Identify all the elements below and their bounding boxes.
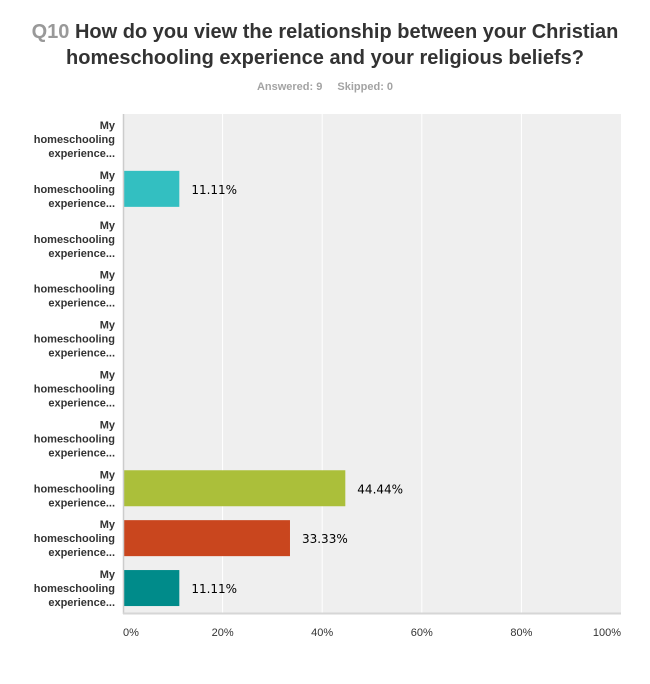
category-label-line: homeschooling — [34, 533, 115, 545]
category-label-line: My — [100, 469, 116, 481]
category-label: My homeschooling experience... — [34, 270, 116, 310]
bar — [124, 520, 290, 557]
category-label: My homeschooling experience... — [34, 320, 116, 360]
category-label: My homeschooling experience... — [34, 369, 116, 409]
category-label-line: experience... — [48, 447, 115, 459]
category-label: My homeschooling experience... — [34, 519, 116, 559]
category-label-line: My — [100, 419, 116, 431]
category-label-line: experience... — [48, 198, 115, 210]
category-label-line: My — [100, 170, 116, 182]
category-label: My homeschooling experience... — [34, 170, 116, 210]
chart-title: Q10 How do you view the relationship bet… — [0, 19, 650, 71]
bar — [124, 570, 180, 607]
value-label: 44.44% — [357, 482, 403, 496]
category-label-line: homeschooling — [34, 383, 115, 395]
x-tick-label: 20% — [212, 627, 234, 639]
category-label-line: My — [100, 320, 116, 332]
category-label-line: experience... — [48, 497, 115, 509]
category-label-line: homeschooling — [34, 334, 115, 346]
bar — [124, 470, 346, 507]
answered-count: Answered: 9 — [256, 81, 323, 93]
category-label-line: experience... — [48, 397, 115, 409]
category-label: My homeschooling experience... — [34, 120, 116, 160]
category-label-line: experience... — [48, 248, 115, 260]
category-label-line: experience... — [48, 348, 115, 360]
x-tick-label: 80% — [510, 627, 532, 639]
category-label-line: My — [100, 220, 116, 232]
category-label-line: homeschooling — [34, 483, 115, 495]
category-label-line: My — [100, 569, 116, 581]
category-label: My homeschooling experience... — [34, 419, 116, 459]
x-tick-label: 0% — [123, 627, 139, 639]
value-label: 11.11% — [191, 183, 237, 197]
x-tick-label: 60% — [411, 627, 433, 639]
response-stats: Answered: 9 Skipped: 0 — [0, 81, 650, 93]
skipped-count: Skipped: 0 — [337, 81, 394, 93]
category-label-line: homeschooling — [34, 134, 115, 146]
category-label: My homeschooling experience... — [34, 569, 116, 609]
bar — [124, 170, 180, 207]
question-text: How do you view the relationship between… — [66, 21, 619, 69]
category-label: My homeschooling experience... — [34, 469, 116, 509]
category-label: My homeschooling experience... — [34, 220, 116, 260]
category-label-line: homeschooling — [34, 583, 115, 595]
value-label: 33.33% — [302, 532, 348, 546]
category-label-line: My — [100, 270, 116, 282]
category-label-line: experience... — [48, 298, 115, 310]
value-label: 11.11% — [191, 582, 237, 596]
category-label-line: homeschooling — [34, 234, 115, 246]
category-label-line: homeschooling — [34, 433, 115, 445]
x-tick-label: 40% — [311, 627, 333, 639]
question-number: Q10 — [31, 21, 70, 43]
category-label-line: experience... — [48, 547, 115, 559]
category-label-line: My — [100, 369, 116, 381]
category-label-line: experience... — [48, 597, 115, 609]
category-label-line: homeschooling — [34, 184, 115, 196]
category-label-line: homeschooling — [34, 284, 115, 296]
category-label-line: My — [100, 120, 116, 132]
category-label-line: experience... — [48, 148, 115, 160]
x-tick-label: 100% — [593, 627, 621, 639]
category-label-line: My — [100, 519, 116, 531]
